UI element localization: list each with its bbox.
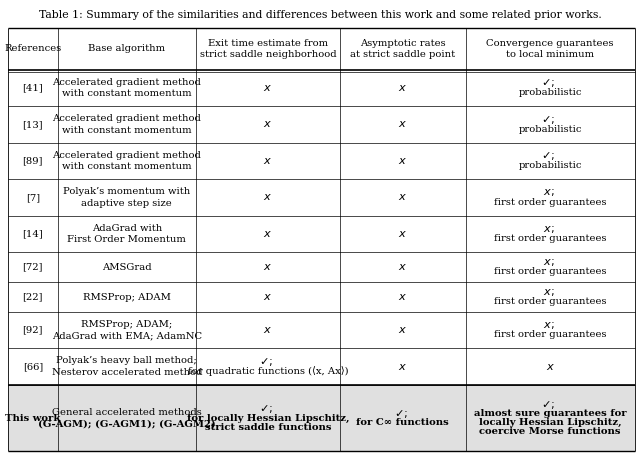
Text: AdaGrad with EMA; AdamNC: AdaGrad with EMA; AdamNC bbox=[52, 332, 202, 341]
Text: at strict saddle point: at strict saddle point bbox=[350, 50, 456, 59]
Text: [92]: [92] bbox=[22, 326, 43, 335]
Text: Base algorithm: Base algorithm bbox=[88, 45, 165, 53]
Text: (G-AGM); (G-AGM1); (G-AGM2): (G-AGM); (G-AGM1); (G-AGM2) bbox=[38, 420, 216, 429]
Text: $\boldsymbol{\mathit{x}}$: $\boldsymbol{\mathit{x}}$ bbox=[264, 192, 273, 202]
Text: RMSProp; ADAM;: RMSProp; ADAM; bbox=[81, 320, 172, 329]
Text: $\boldsymbol{\checkmark}$;: $\boldsymbol{\checkmark}$; bbox=[394, 408, 408, 420]
Text: strict saddle neighborhood: strict saddle neighborhood bbox=[200, 50, 336, 59]
Text: References: References bbox=[4, 45, 61, 53]
Text: $\boldsymbol{\mathit{x}}$;: $\boldsymbol{\mathit{x}}$; bbox=[543, 320, 554, 331]
Text: first order guarantees: first order guarantees bbox=[494, 234, 607, 243]
Text: $\boldsymbol{\mathit{x}}$: $\boldsymbol{\mathit{x}}$ bbox=[264, 292, 273, 302]
Text: $\boldsymbol{\mathit{x}}$: $\boldsymbol{\mathit{x}}$ bbox=[398, 362, 408, 372]
Text: $\boldsymbol{\checkmark}$;: $\boldsymbol{\checkmark}$; bbox=[259, 356, 273, 368]
Text: $\boldsymbol{\mathit{x}}$;: $\boldsymbol{\mathit{x}}$; bbox=[543, 257, 554, 268]
Text: [13]: [13] bbox=[22, 120, 43, 129]
Text: $\boldsymbol{\mathit{x}}$: $\boldsymbol{\mathit{x}}$ bbox=[264, 156, 273, 166]
Text: with constant momentum: with constant momentum bbox=[62, 162, 191, 172]
Text: first order guarantees: first order guarantees bbox=[494, 197, 607, 207]
Text: $\boldsymbol{\mathit{x}}$: $\boldsymbol{\mathit{x}}$ bbox=[264, 229, 273, 239]
Text: [89]: [89] bbox=[22, 157, 43, 166]
Text: Accelerated gradient method: Accelerated gradient method bbox=[52, 151, 202, 160]
Text: $\boldsymbol{\mathit{x}}$: $\boldsymbol{\mathit{x}}$ bbox=[398, 229, 408, 239]
Text: $\boldsymbol{\checkmark}$;: $\boldsymbol{\checkmark}$; bbox=[541, 77, 556, 89]
Text: to local minimum: to local minimum bbox=[506, 50, 595, 59]
Text: Exit time estimate from: Exit time estimate from bbox=[208, 39, 328, 48]
Text: with constant momentum: with constant momentum bbox=[62, 126, 191, 135]
Text: $\boldsymbol{\mathit{x}}$: $\boldsymbol{\mathit{x}}$ bbox=[546, 362, 555, 372]
Text: First Order Momentum: First Order Momentum bbox=[67, 235, 186, 244]
Text: $\boldsymbol{\mathit{x}}$: $\boldsymbol{\mathit{x}}$ bbox=[264, 262, 273, 272]
Text: [14]: [14] bbox=[22, 229, 43, 238]
Text: $\boldsymbol{\mathit{x}}$: $\boldsymbol{\mathit{x}}$ bbox=[264, 83, 273, 93]
Text: This work: This work bbox=[5, 414, 60, 423]
Text: $\boldsymbol{\mathit{x}}$: $\boldsymbol{\mathit{x}}$ bbox=[398, 192, 408, 202]
Text: RMSProp; ADAM: RMSProp; ADAM bbox=[83, 293, 171, 302]
Text: for quadratic functions (⟨x, Ax⟩): for quadratic functions (⟨x, Ax⟩) bbox=[188, 366, 348, 376]
Text: probabilistic: probabilistic bbox=[518, 125, 582, 133]
Text: $\boldsymbol{\mathit{x}}$: $\boldsymbol{\mathit{x}}$ bbox=[398, 325, 408, 335]
Text: $\boldsymbol{\mathit{x}}$: $\boldsymbol{\mathit{x}}$ bbox=[398, 120, 408, 130]
Text: Polyak’s heavy ball method;: Polyak’s heavy ball method; bbox=[56, 356, 197, 365]
Text: coercive Morse functions: coercive Morse functions bbox=[479, 427, 621, 436]
Text: [22]: [22] bbox=[22, 293, 43, 302]
Text: locally Hessian Lipschitz,: locally Hessian Lipschitz, bbox=[479, 418, 621, 427]
Text: $\boldsymbol{\mathit{x}}$: $\boldsymbol{\mathit{x}}$ bbox=[398, 83, 408, 93]
Text: $\boldsymbol{\mathit{x}}$: $\boldsymbol{\mathit{x}}$ bbox=[264, 120, 273, 130]
Text: [66]: [66] bbox=[22, 362, 43, 371]
Text: Accelerated gradient method: Accelerated gradient method bbox=[52, 114, 202, 123]
Text: $\boldsymbol{\mathit{x}}$: $\boldsymbol{\mathit{x}}$ bbox=[398, 262, 408, 272]
Text: $\boldsymbol{\checkmark}$;: $\boldsymbol{\checkmark}$; bbox=[541, 399, 556, 410]
Text: first order guarantees: first order guarantees bbox=[494, 330, 607, 339]
Text: probabilistic: probabilistic bbox=[518, 161, 582, 170]
Text: $\boldsymbol{\mathit{x}}$: $\boldsymbol{\mathit{x}}$ bbox=[264, 325, 273, 335]
Text: Convergence guarantees: Convergence guarantees bbox=[486, 39, 614, 48]
Text: $\boldsymbol{\mathit{x}}$: $\boldsymbol{\mathit{x}}$ bbox=[398, 292, 408, 302]
Text: Nesterov accelerated method: Nesterov accelerated method bbox=[52, 368, 202, 377]
Text: AMSGrad: AMSGrad bbox=[102, 263, 152, 272]
Text: adaptive step size: adaptive step size bbox=[81, 199, 172, 208]
Text: Accelerated gradient method: Accelerated gradient method bbox=[52, 77, 202, 86]
Text: for C∞ functions: for C∞ functions bbox=[356, 418, 449, 427]
Text: probabilistic: probabilistic bbox=[518, 88, 582, 97]
Text: $\boldsymbol{\mathit{x}}$;: $\boldsymbol{\mathit{x}}$; bbox=[543, 187, 554, 198]
Text: first order guarantees: first order guarantees bbox=[494, 267, 607, 276]
Text: [41]: [41] bbox=[22, 83, 43, 92]
Text: [7]: [7] bbox=[26, 193, 40, 202]
Text: $\boldsymbol{\mathit{x}}$: $\boldsymbol{\mathit{x}}$ bbox=[398, 156, 408, 166]
Text: Table 1: Summary of the similarities and differences between this work and some : Table 1: Summary of the similarities and… bbox=[38, 10, 602, 20]
Text: $\boldsymbol{\checkmark}$;: $\boldsymbol{\checkmark}$; bbox=[541, 151, 556, 162]
Text: [72]: [72] bbox=[22, 263, 43, 272]
Text: with constant momentum: with constant momentum bbox=[62, 89, 191, 98]
Text: almost sure guarantees for: almost sure guarantees for bbox=[474, 409, 627, 418]
Text: for locally Hessian Lipschitz,: for locally Hessian Lipschitz, bbox=[187, 414, 349, 423]
Text: first order guarantees: first order guarantees bbox=[494, 297, 607, 306]
Text: AdaGrad with: AdaGrad with bbox=[92, 223, 162, 233]
Text: $\boldsymbol{\checkmark}$;: $\boldsymbol{\checkmark}$; bbox=[541, 114, 556, 126]
Text: $\boldsymbol{\mathit{x}}$;: $\boldsymbol{\mathit{x}}$; bbox=[543, 287, 554, 298]
Text: General accelerated methods: General accelerated methods bbox=[52, 408, 202, 417]
Text: Asymptotic rates: Asymptotic rates bbox=[360, 39, 445, 48]
Text: strict saddle functions: strict saddle functions bbox=[205, 423, 332, 432]
Text: $\boldsymbol{\mathit{x}}$;: $\boldsymbol{\mathit{x}}$; bbox=[543, 224, 554, 235]
Bar bbox=[8, 385, 635, 451]
Text: $\boldsymbol{\checkmark}$;: $\boldsymbol{\checkmark}$; bbox=[259, 403, 273, 415]
Text: Polyak’s momentum with: Polyak’s momentum with bbox=[63, 187, 191, 196]
